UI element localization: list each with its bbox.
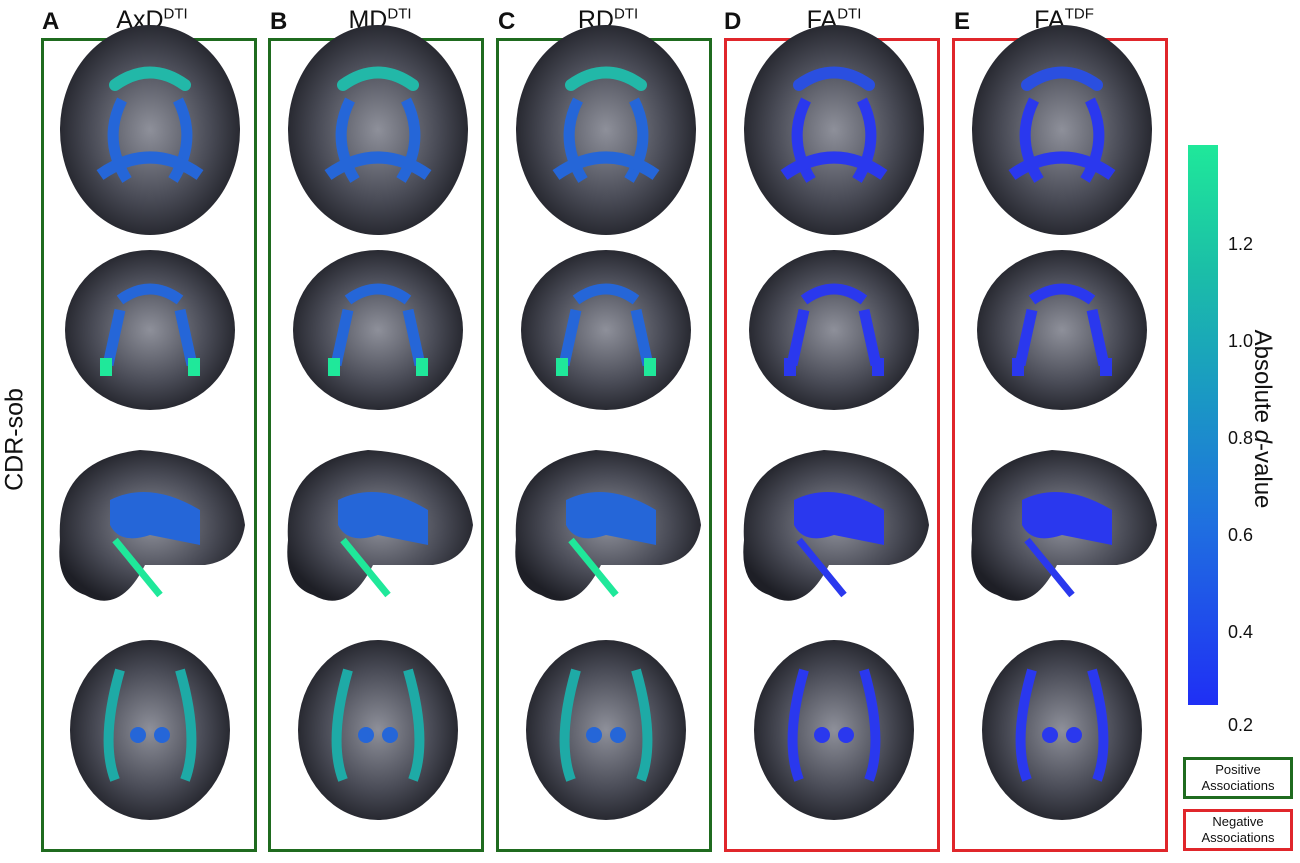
tract-genu (793, 66, 875, 91)
brain-axial-slice (288, 25, 468, 235)
tract-temporal (872, 358, 884, 376)
tract-capsule (1019, 97, 1105, 183)
tract-genu (565, 66, 647, 91)
tract-temporal (188, 358, 200, 376)
tract-capsule (791, 97, 877, 183)
tract-splenium (780, 151, 888, 180)
tract-cingulum (794, 492, 884, 545)
tract-splenium (1008, 151, 1116, 180)
tract-uncinate (568, 537, 619, 598)
tract-ifof (103, 668, 197, 782)
colorbar (1188, 145, 1218, 705)
tract-callosum (800, 283, 868, 305)
tract-temporal (328, 358, 340, 376)
tract-temporal (784, 358, 796, 376)
tract-cerebral-peduncle (130, 727, 146, 743)
tract-cerebral-peduncle (838, 727, 854, 743)
brain-axial-slice (516, 25, 696, 235)
tract-capsule (335, 97, 421, 183)
colorbar-tick: 0.2 (1228, 715, 1254, 735)
tract-ifof (559, 668, 653, 782)
brain-axial-inferior-slice (526, 640, 686, 820)
tract-temporal (416, 358, 428, 376)
tract-uncinate (796, 537, 847, 598)
tract-cerebral-peduncle (814, 727, 830, 743)
tract-callosum (344, 283, 412, 305)
panel-letter-c: C (498, 8, 516, 35)
colorbar-tick: 0.8 (1228, 428, 1254, 448)
tract-temporal (100, 358, 112, 376)
colorbar-tick: 1.2 (1228, 234, 1254, 254)
brain-coronal-slice (977, 250, 1147, 410)
brain-axial-inferior-slice (70, 640, 230, 820)
brain-coronal-slice (749, 250, 919, 410)
tract-capsule (563, 97, 649, 183)
tract-callosum (1028, 283, 1096, 305)
tract-splenium (96, 151, 204, 180)
tract-cingulum (566, 492, 656, 545)
colorbar-tick: 0.4 (1228, 622, 1254, 642)
tract-capsule (107, 97, 193, 183)
tract-cerebral-peduncle (382, 727, 398, 743)
tract-temporal (1100, 358, 1112, 376)
colorbar-tick: 1.0 (1228, 331, 1254, 351)
tract-cerebral-peduncle (1042, 727, 1058, 743)
tract-ifof (1015, 668, 1109, 782)
tract-cerebral-peduncle (1066, 727, 1082, 743)
brain-coronal-slice (521, 250, 691, 410)
tract-callosum (116, 283, 184, 305)
tract-ifof (787, 668, 881, 782)
brain-axial-inferior-slice (298, 640, 458, 820)
tract-genu (337, 66, 419, 91)
tract-uncinate (340, 537, 391, 598)
tract-genu (1021, 66, 1103, 91)
brain-coronal-slice (293, 250, 463, 410)
panel-letter-a: A (42, 8, 60, 35)
colorbar-title: Absolute d-value (1249, 329, 1276, 509)
tract-cerebral-peduncle (610, 727, 626, 743)
legend-negative: Negative Associations (1183, 809, 1293, 851)
tract-uncinate (1024, 537, 1075, 598)
tract-temporal (556, 358, 568, 376)
tract-corticospinal (1014, 308, 1110, 367)
tract-temporal (1012, 358, 1024, 376)
tract-cerebral-peduncle (586, 727, 602, 743)
tract-corticospinal (102, 308, 198, 367)
brain-axial-slice (972, 25, 1152, 235)
tract-splenium (552, 151, 660, 180)
brain-coronal-slice (65, 250, 235, 410)
panel-letter-b: B (270, 8, 288, 35)
tract-cingulum (1022, 492, 1112, 545)
brain-axial-slice (60, 25, 240, 235)
tract-corticospinal (786, 308, 882, 367)
tract-cingulum (110, 492, 200, 545)
panel-letter-e: E (954, 8, 971, 35)
colorbar-tick: 0.6 (1228, 525, 1254, 545)
tract-callosum (572, 283, 640, 305)
brain-axial-inferior-slice (754, 640, 914, 820)
tract-uncinate (112, 537, 163, 598)
tract-ifof (331, 668, 425, 782)
tract-genu (109, 66, 191, 91)
panel-letter-d: D (724, 8, 742, 35)
brain-axial-slice (744, 25, 924, 235)
tract-cerebral-peduncle (154, 727, 170, 743)
legend-positive: Positive Associations (1183, 757, 1293, 799)
tract-splenium (324, 151, 432, 180)
tract-cingulum (338, 492, 428, 545)
tract-corticospinal (330, 308, 426, 367)
tract-corticospinal (558, 308, 654, 367)
brain-axial-inferior-slice (982, 640, 1142, 820)
tract-cerebral-peduncle (358, 727, 374, 743)
tract-temporal (644, 358, 656, 376)
